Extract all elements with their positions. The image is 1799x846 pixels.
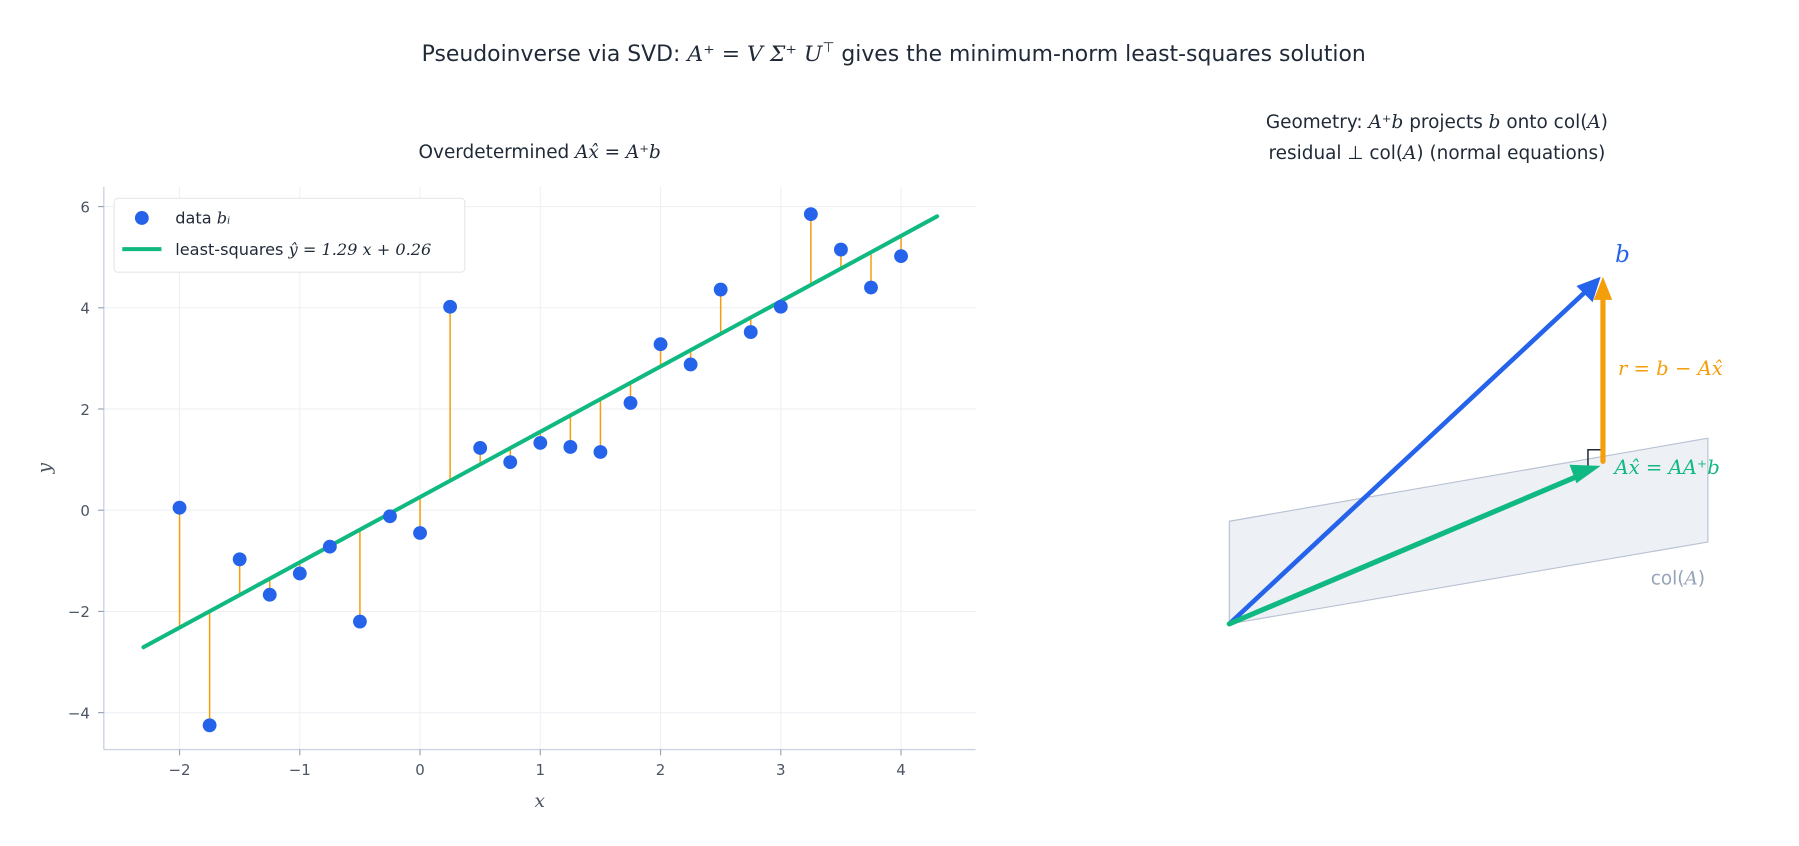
y-tick-label: 4 (80, 300, 90, 318)
x-tick-label: −2 (169, 761, 191, 779)
projection-label: Ax̂ = AA⁺b (1612, 456, 1719, 479)
left-chart: Overdetermined Ax̂ = A⁺b −2 −1 0 1 2 3 4 −4 −2 0 2… (35, 142, 976, 812)
geometry-title-line2: residual ⊥ col(A) (normal equations) (1269, 143, 1606, 164)
x-tick-label: 3 (776, 761, 786, 779)
y-tick-label: 2 (80, 401, 90, 419)
x-tick-label: 0 (415, 761, 425, 779)
data-point (353, 614, 367, 629)
data-point (803, 207, 818, 222)
data-point (413, 526, 427, 540)
data-point (262, 587, 277, 602)
data-point (653, 337, 668, 352)
right-angle-marker (1587, 449, 1603, 466)
data-point (202, 718, 217, 733)
legend-data-label: data bᵢ (175, 209, 230, 228)
left-chart-title: Overdetermined Ax̂ = A⁺b (419, 142, 661, 163)
legend-point-marker (134, 211, 149, 225)
data-point (563, 440, 578, 454)
legend: data bᵢ least-squares ŷ = 1.29 x + 0.26 (113, 197, 466, 273)
y-tick-label: −2 (68, 603, 90, 621)
data-point (593, 445, 608, 459)
suptitle: Pseudoinverse via SVD: A⁺ = V Σ⁺ U⊤ give… (422, 40, 1366, 67)
y-axis-label: y (35, 462, 56, 474)
data-point (503, 455, 518, 470)
x-axis-label: x (534, 791, 545, 812)
data-point (473, 441, 488, 455)
geometry-title-line1: Geometry: A⁺b projects b onto col(A) (1266, 112, 1608, 133)
vector-residual-arrowhead (1593, 276, 1613, 300)
vector-b (1227, 285, 1592, 627)
data-point (292, 566, 307, 581)
y-tick-label: 6 (80, 198, 90, 216)
data-point (623, 396, 638, 410)
x-tick-label: 4 (896, 761, 906, 779)
x-tick-label: −1 (289, 761, 311, 779)
data-point (773, 299, 788, 314)
vector-projection (1226, 470, 1589, 627)
data-point (894, 249, 908, 264)
plane-label: col(A) (1651, 569, 1705, 590)
geometry-diagram: Geometry: A⁺b projects b onto col(A) res… (1226, 112, 1723, 627)
data-point (232, 552, 247, 567)
data-point (683, 357, 698, 372)
data-point (443, 299, 458, 314)
data-point (172, 500, 187, 515)
data-point (743, 325, 758, 339)
y-tick-label: 0 (80, 502, 90, 520)
x-tick-label: 2 (656, 761, 666, 779)
data-point (322, 539, 337, 554)
x-tick-label: 1 (536, 761, 546, 779)
b-label: b (1615, 242, 1630, 268)
vector-projection-arrowhead (1569, 464, 1601, 484)
vector-b-arrowhead (1576, 276, 1601, 303)
data-point (713, 282, 728, 297)
legend-fit-label: least-squares ŷ = 1.29 x + 0.26 (175, 240, 431, 259)
data-point (533, 435, 548, 450)
y-tick-label: −4 (68, 704, 90, 722)
data-point (864, 280, 878, 295)
fit-line (141, 214, 940, 650)
column-space-plane (1228, 437, 1709, 625)
data-point (834, 242, 848, 257)
data-point (383, 509, 397, 524)
residual-label: r = b − Ax̂ (1618, 357, 1723, 380)
